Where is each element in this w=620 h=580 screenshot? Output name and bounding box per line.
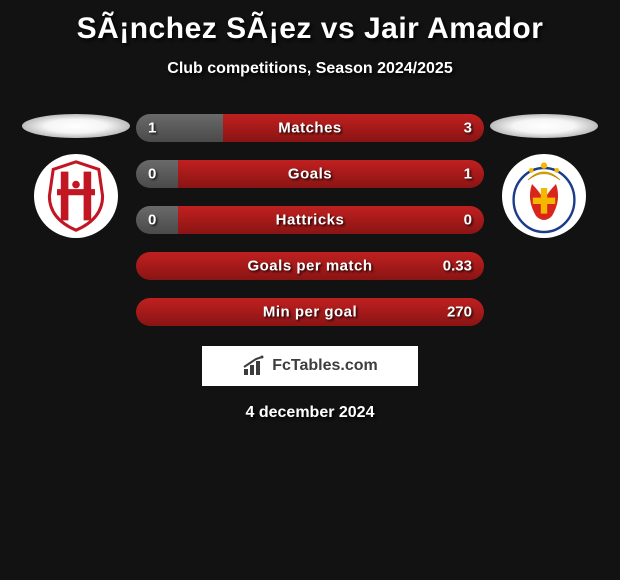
stat-bar: Goals per match 0.33 (136, 252, 484, 280)
stat-bar: 1 Matches 3 (136, 114, 484, 142)
stat-label: Goals (288, 166, 332, 183)
page-title: SÃ¡nchez SÃ¡ez vs Jair Amador (77, 12, 544, 46)
stat-segment-left (136, 206, 178, 234)
zaragoza-crest-icon (504, 156, 584, 236)
player-photo-placeholder-left (22, 114, 130, 138)
stat-value-right: 3 (464, 120, 472, 137)
right-player-column (484, 114, 604, 238)
stat-label: Hattricks (276, 212, 345, 229)
watermark-chart-icon (242, 355, 266, 377)
stat-segment-left (136, 160, 178, 188)
watermark-text: FcTables.com (272, 357, 378, 375)
player-photo-placeholder-right (490, 114, 598, 138)
granada-crest-icon (38, 158, 114, 234)
subtitle: Club competitions, Season 2024/2025 (167, 60, 452, 78)
stat-bar: Min per goal 270 (136, 298, 484, 326)
date-label: 4 december 2024 (246, 404, 375, 422)
stat-bar: 0 Goals 1 (136, 160, 484, 188)
stat-bar: 0 Hattricks 0 (136, 206, 484, 234)
stat-segment-right (223, 114, 484, 142)
stat-label: Matches (278, 120, 342, 137)
stat-value-right: 1 (464, 166, 472, 183)
stat-label: Min per goal (263, 304, 357, 321)
stat-value-left: 0 (148, 166, 156, 183)
granada-crest (34, 154, 118, 238)
stat-label: Goals per match (247, 258, 372, 275)
stat-value-right: 0.33 (443, 258, 472, 275)
watermark: FcTables.com (202, 346, 418, 386)
stats-column: 1 Matches 3 0 Goals 1 0 Hattricks 0 Goals per mat… (136, 114, 484, 326)
stat-value-right: 270 (447, 304, 472, 321)
left-player-column (16, 114, 136, 238)
zaragoza-crest (502, 154, 586, 238)
stat-value-left: 1 (148, 120, 156, 137)
stat-value-right: 0 (464, 212, 472, 229)
comparison-row: 1 Matches 3 0 Goals 1 0 Hattricks 0 Goals per mat… (0, 114, 620, 326)
stat-value-left: 0 (148, 212, 156, 229)
